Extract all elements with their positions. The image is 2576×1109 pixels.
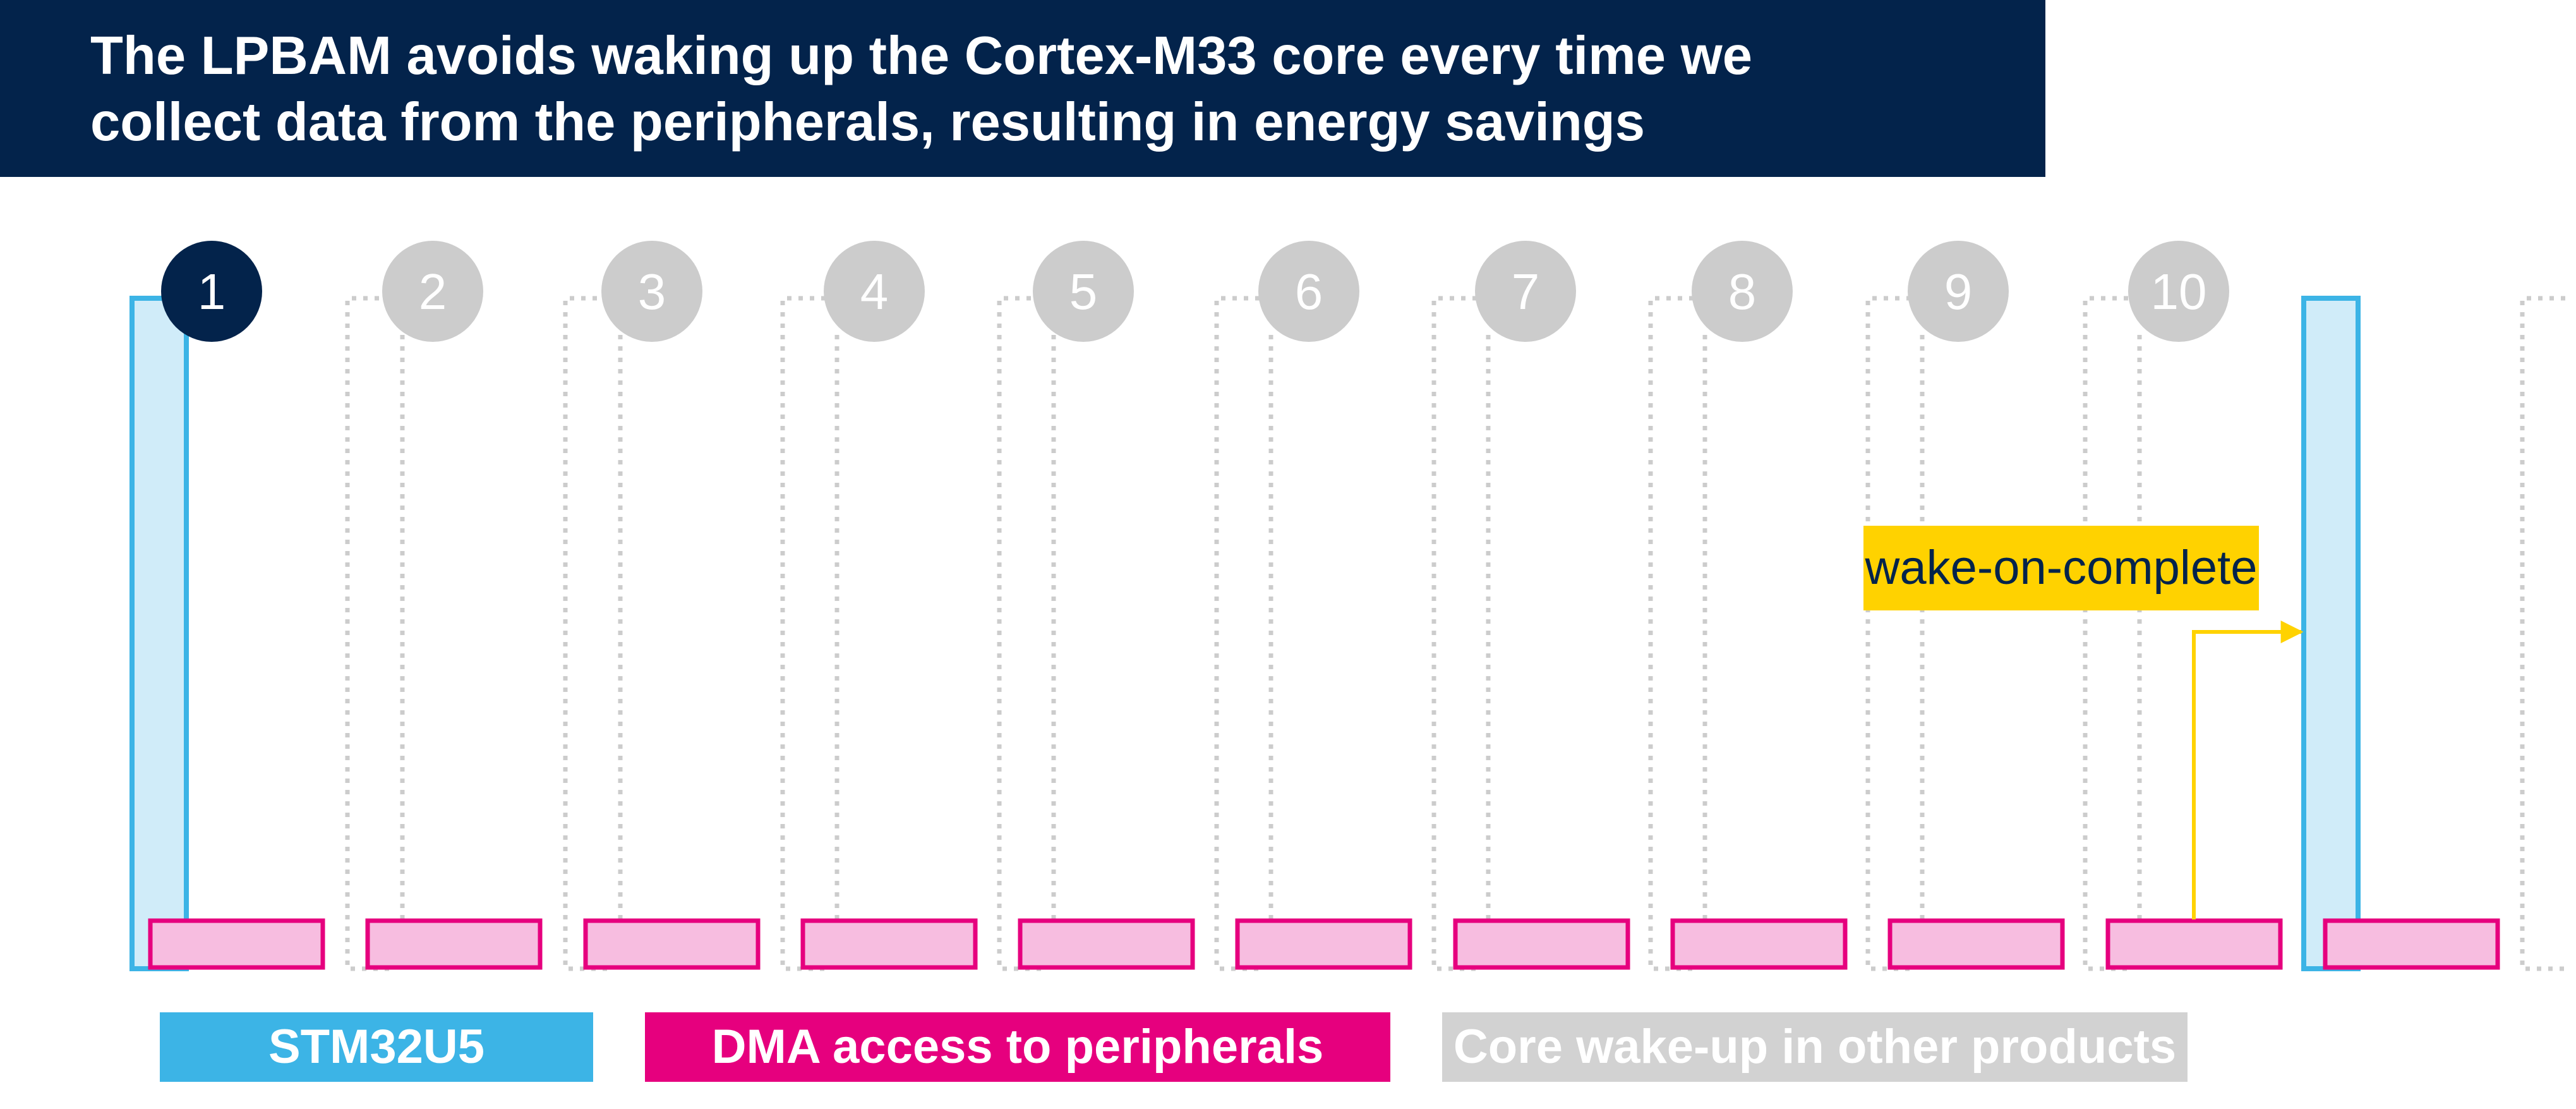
step-number: 1 — [198, 264, 226, 320]
cortex-active-bar-end — [2301, 296, 2361, 971]
dma-block — [1887, 918, 2065, 970]
dashed-frame — [1214, 296, 1260, 971]
cortex-active-bar-start — [129, 296, 189, 971]
step-number: 8 — [1728, 264, 1757, 320]
core-wakeup-frames — [345, 296, 2565, 971]
dashed-frame — [997, 296, 1042, 971]
dma-block — [800, 918, 978, 970]
step-circle — [1692, 241, 1793, 342]
dashed-frame — [780, 296, 826, 971]
step-number: 7 — [1512, 264, 1540, 320]
dma-block — [1235, 918, 1412, 970]
title-line-1: The LPBAM avoids waking up the Cortex-M3… — [90, 26, 1752, 86]
step-markers: 1 2 3 4 5 6 7 8 9 10 — [161, 241, 2229, 342]
dma-block — [583, 918, 761, 970]
step-circle — [382, 241, 483, 342]
dma-block — [1670, 918, 1848, 970]
dma-block — [148, 918, 325, 970]
step-number: 3 — [638, 264, 666, 320]
legend-stm32u5: STM32U5 — [160, 1012, 593, 1082]
dashed-frame — [1865, 296, 1911, 971]
step-number: 5 — [1069, 264, 1098, 320]
wake-on-complete-arrow — [2192, 621, 2304, 919]
step-number: 6 — [1295, 264, 1323, 320]
dashed-frame — [1431, 296, 1477, 971]
title-line-2: collect data from the peripherals, resul… — [90, 92, 1645, 152]
dma-access-blocks — [148, 918, 2500, 970]
step-number: 10 — [2151, 264, 2207, 320]
step-circle — [824, 241, 925, 342]
step-number: 2 — [419, 264, 447, 320]
step-circle — [1908, 241, 2009, 342]
dma-block — [2105, 918, 2283, 970]
legend-core-wakeup: Core wake-up in other products — [1442, 1012, 2188, 1082]
dma-block — [2323, 918, 2500, 970]
wake-on-complete-label: wake-on-complete — [1863, 526, 2259, 610]
dma-block — [1018, 918, 1195, 970]
step-number: 9 — [1944, 264, 1973, 320]
title-banner: The LPBAM avoids waking up the Cortex-M3… — [0, 0, 2045, 177]
dma-block — [1453, 918, 1630, 970]
step-circle — [1475, 241, 1576, 342]
dashed-frame — [2083, 296, 2128, 971]
step-circle — [161, 241, 262, 342]
step-circle — [601, 241, 702, 342]
legend-dma-access: DMA access to peripherals — [645, 1012, 1390, 1082]
step-circle — [2128, 241, 2229, 342]
step-circle — [1033, 241, 1134, 342]
dashed-frame — [1648, 296, 1694, 971]
dma-block — [365, 918, 543, 970]
dashed-frame — [345, 296, 390, 971]
step-number: 4 — [860, 264, 889, 320]
dashed-frame — [563, 296, 608, 971]
dashed-frame — [2520, 296, 2565, 971]
step-circle — [1258, 241, 1359, 342]
